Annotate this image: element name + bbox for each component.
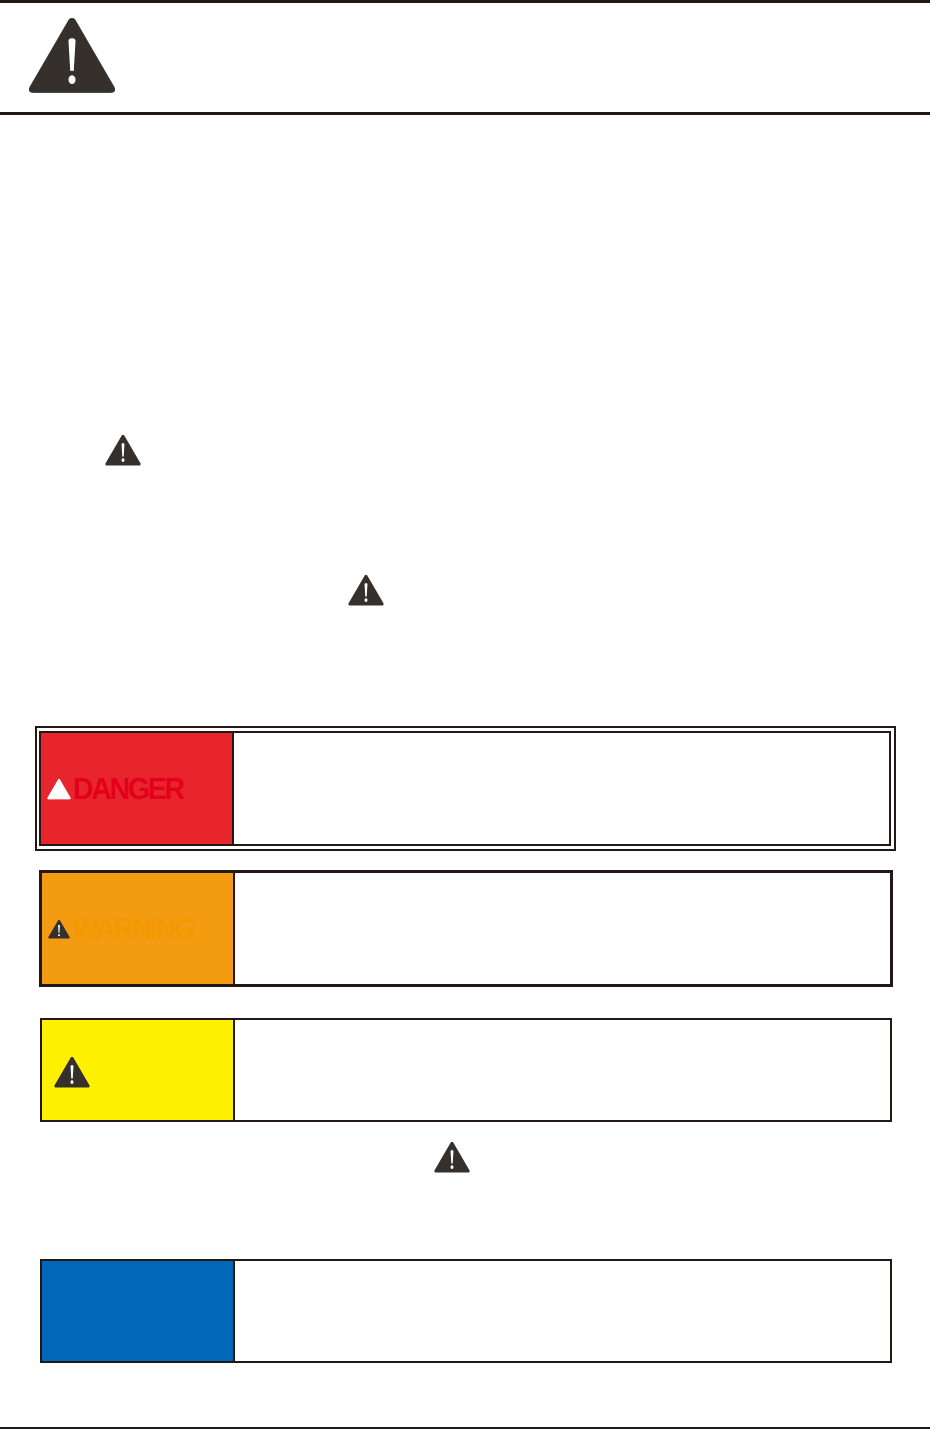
warning-triangle-icon — [105, 434, 141, 466]
danger-signal-word: DANGER — [73, 770, 185, 806]
warning-triangle-icon — [54, 1056, 90, 1088]
danger-panel: DANGER — [39, 731, 891, 846]
warning-triangle-icon — [47, 778, 71, 799]
danger-label: DANGER — [41, 733, 234, 844]
warning-triangle-icon — [348, 574, 384, 606]
warning-signal-word: WARNING — [72, 910, 196, 946]
caution-panel — [40, 1018, 892, 1122]
notice-label — [42, 1261, 235, 1361]
warning-triangle-icon — [48, 919, 70, 938]
warning-triangle-icon — [28, 16, 116, 94]
notice-panel — [40, 1259, 892, 1363]
danger-panel-frame: DANGER — [35, 726, 896, 851]
caution-label — [42, 1020, 235, 1120]
footer-rule — [0, 1427, 930, 1429]
header-top-rule — [0, 0, 930, 3]
warning-label: WARNING — [42, 873, 235, 984]
warning-triangle-icon — [434, 1141, 470, 1173]
header-bottom-rule — [0, 112, 930, 115]
warning-panel: WARNING — [39, 870, 893, 987]
